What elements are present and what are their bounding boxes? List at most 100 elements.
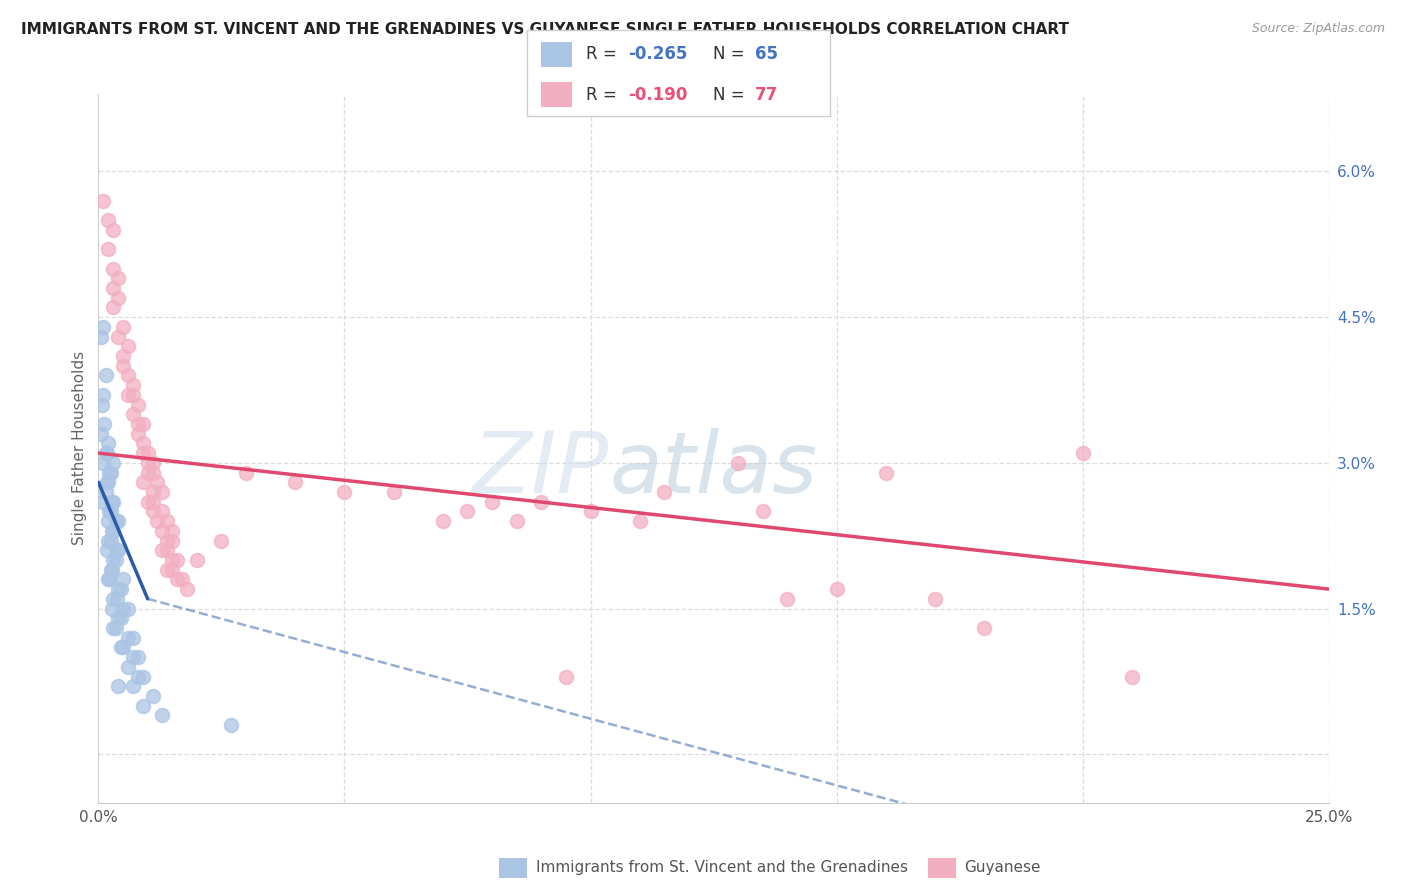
Point: [1121, 669, 1143, 683]
Point: [93, 194, 115, 208]
Point: [127, 417, 149, 431]
Text: N =: N =: [713, 45, 749, 63]
Point: [94, 485, 117, 500]
Point: [142, 689, 165, 703]
Point: [103, 281, 125, 295]
Point: [142, 456, 165, 470]
Point: [122, 650, 145, 665]
Point: [654, 485, 676, 500]
Point: [752, 504, 775, 518]
Point: [117, 660, 139, 674]
Point: [96, 475, 118, 490]
Point: [136, 456, 159, 470]
Point: [97, 514, 120, 528]
Text: atlas: atlas: [609, 428, 817, 511]
Point: [103, 261, 125, 276]
Point: [117, 601, 139, 615]
Point: [98, 573, 121, 587]
Point: [107, 329, 129, 343]
Point: [456, 504, 478, 518]
Text: R =: R =: [586, 86, 623, 103]
Point: [127, 397, 149, 411]
Y-axis label: Single Father Households: Single Father Households: [72, 351, 87, 545]
Point: [103, 301, 125, 315]
Point: [117, 339, 139, 353]
Point: [186, 553, 208, 567]
Point: [132, 669, 155, 683]
Point: [112, 349, 135, 363]
Point: [103, 456, 125, 470]
Point: [96, 446, 118, 460]
Text: ZIP: ZIP: [472, 428, 609, 511]
Point: [104, 553, 127, 567]
Point: [142, 494, 165, 508]
Point: [382, 485, 405, 500]
Point: [127, 669, 149, 683]
Point: [117, 388, 139, 402]
Point: [101, 601, 124, 615]
Point: [579, 504, 602, 518]
Point: [432, 514, 454, 528]
Point: [136, 446, 159, 460]
Point: [107, 514, 129, 528]
Point: [284, 475, 307, 490]
Point: [156, 563, 179, 577]
Point: [235, 466, 257, 480]
Point: [110, 640, 132, 655]
Point: [136, 494, 159, 508]
Point: [93, 388, 115, 402]
Point: [97, 436, 120, 450]
Point: [122, 407, 145, 421]
Point: [166, 573, 188, 587]
Point: [117, 631, 139, 645]
Text: N =: N =: [713, 86, 749, 103]
Point: [97, 242, 120, 256]
Point: [98, 504, 121, 518]
Point: [112, 640, 135, 655]
Point: [555, 669, 578, 683]
Point: [156, 514, 179, 528]
Point: [132, 446, 155, 460]
Point: [122, 378, 145, 392]
Text: Guyanese: Guyanese: [965, 861, 1040, 875]
Point: [100, 504, 122, 518]
Point: [103, 553, 125, 567]
Point: [94, 368, 117, 383]
Point: [127, 650, 149, 665]
Point: [152, 543, 174, 558]
Point: [104, 621, 127, 635]
Point: [107, 271, 129, 285]
Point: [122, 679, 145, 693]
Point: [142, 485, 165, 500]
Point: [112, 319, 135, 334]
Point: [506, 514, 529, 528]
Text: Source: ZipAtlas.com: Source: ZipAtlas.com: [1251, 22, 1385, 36]
Point: [93, 319, 115, 334]
Point: [530, 494, 553, 508]
Point: [152, 708, 174, 723]
Point: [132, 417, 155, 431]
Point: [105, 543, 128, 558]
Point: [146, 514, 169, 528]
Point: [333, 485, 356, 500]
Point: [166, 553, 188, 567]
Point: [132, 436, 155, 450]
Point: [103, 621, 125, 635]
Point: [103, 494, 125, 508]
Point: [156, 533, 179, 548]
Point: [1071, 446, 1094, 460]
Point: [107, 679, 129, 693]
Point: [162, 533, 183, 548]
Point: [107, 543, 129, 558]
Point: [107, 582, 129, 596]
Point: [117, 368, 139, 383]
Point: [875, 466, 897, 480]
Point: [93, 456, 115, 470]
Text: 65: 65: [755, 45, 778, 63]
Point: [110, 582, 132, 596]
Point: [146, 475, 169, 490]
Point: [136, 466, 159, 480]
Point: [628, 514, 651, 528]
Point: [152, 524, 174, 538]
Point: [825, 582, 848, 596]
